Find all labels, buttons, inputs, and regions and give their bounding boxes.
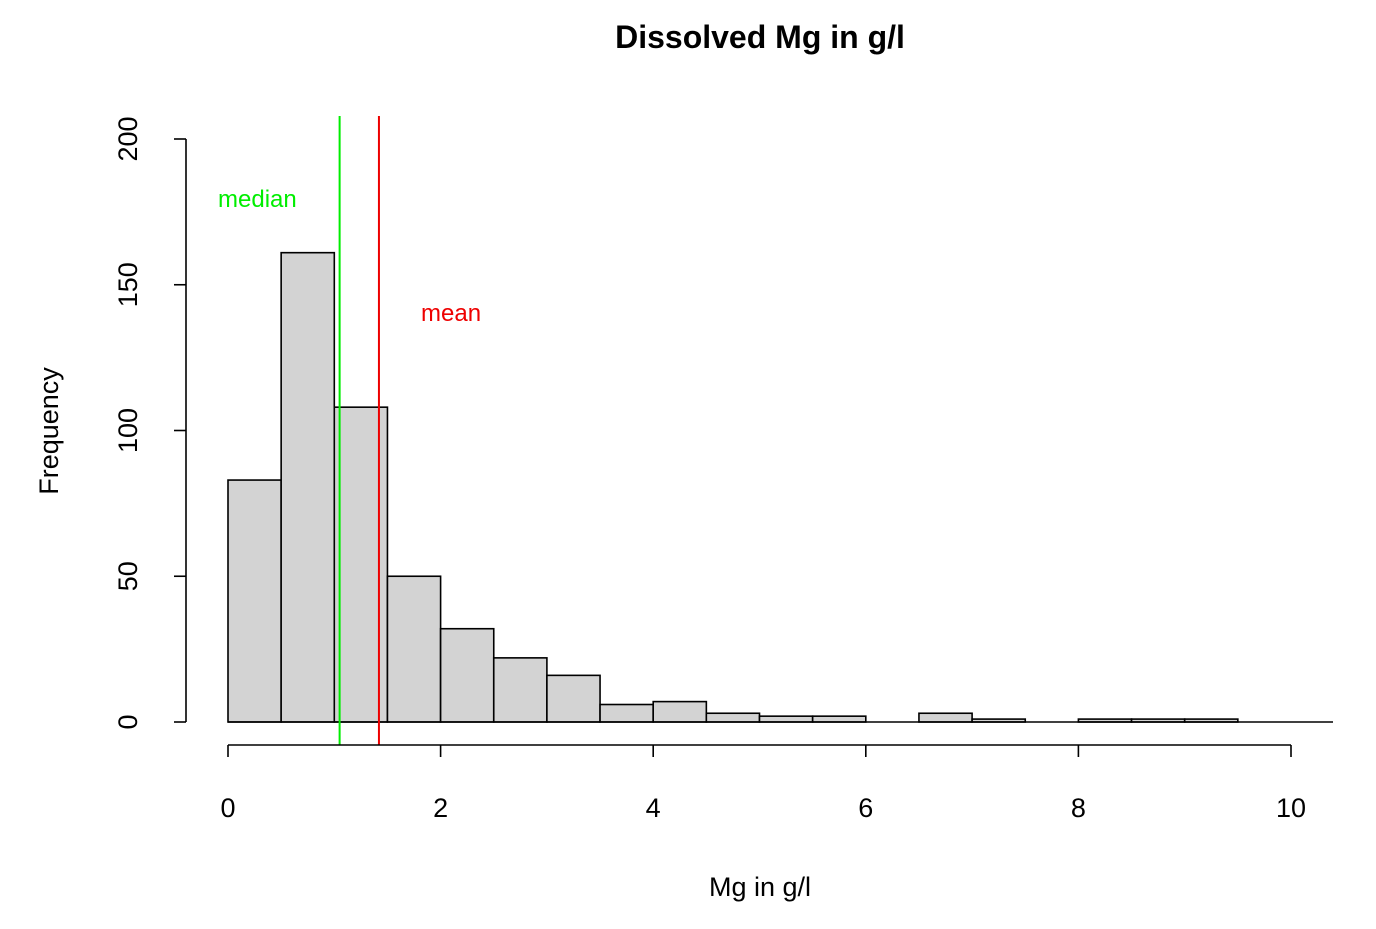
bars-group bbox=[227, 251, 1333, 723]
histogram-bar bbox=[227, 479, 282, 723]
x-tick-label: 0 bbox=[220, 793, 235, 823]
histogram-bar bbox=[599, 703, 654, 723]
x-tick-label: 2 bbox=[433, 793, 448, 823]
y-tick-label: 0 bbox=[113, 714, 143, 729]
histogram-bar bbox=[546, 674, 601, 723]
histogram-bar bbox=[918, 712, 973, 723]
y-tick-label: 50 bbox=[113, 561, 143, 591]
reference-lines bbox=[338, 116, 380, 745]
x-tick-label: 6 bbox=[858, 793, 873, 823]
histogram-bar bbox=[652, 700, 708, 723]
histogram-bar bbox=[705, 712, 761, 723]
median-annotation: median bbox=[218, 186, 297, 213]
x-tick-label: 4 bbox=[646, 793, 661, 823]
y-axis: 0 50 100 150 200 bbox=[113, 116, 187, 730]
chart-title: Dissolved Mg in g/l bbox=[615, 19, 905, 55]
histogram-bar bbox=[811, 715, 867, 723]
x-axis-label: Mg in g/l bbox=[709, 872, 811, 902]
histogram-bar bbox=[492, 657, 548, 723]
y-tick-label: 100 bbox=[113, 408, 143, 453]
histogram-bar bbox=[439, 627, 495, 723]
x-axis: 0 2 4 6 8 10 bbox=[220, 744, 1306, 823]
y-tick-label: 150 bbox=[113, 262, 143, 307]
x-tick-label: 10 bbox=[1276, 793, 1306, 823]
histogram-bar bbox=[280, 251, 336, 723]
histogram-bar bbox=[758, 715, 814, 723]
x-tick-label: 8 bbox=[1071, 793, 1086, 823]
y-tick-label: 200 bbox=[113, 116, 143, 161]
reference-annotations: median mean bbox=[218, 186, 481, 327]
histogram-bar bbox=[386, 575, 442, 723]
y-axis-label: Frequency bbox=[34, 367, 64, 495]
mean-annotation: mean bbox=[421, 300, 481, 327]
